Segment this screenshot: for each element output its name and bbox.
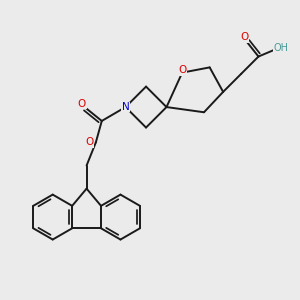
Text: O: O xyxy=(78,99,86,109)
Text: O: O xyxy=(178,65,186,75)
Text: N: N xyxy=(122,102,129,112)
Text: O: O xyxy=(241,32,249,42)
Text: OH: OH xyxy=(274,43,289,52)
Text: O: O xyxy=(86,137,94,147)
